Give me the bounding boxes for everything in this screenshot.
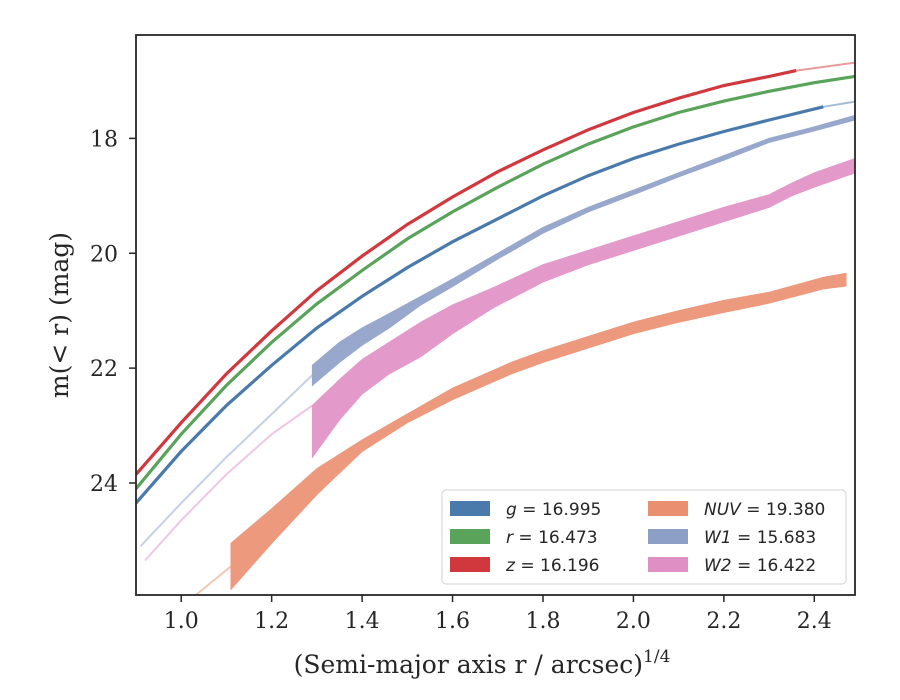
- legend-sep: =: [513, 528, 538, 548]
- legend-sep: =: [732, 528, 757, 548]
- series-w1-band: [311, 114, 855, 387]
- y-tick-label: 24: [90, 472, 118, 497]
- axes: 1.0 1.2 1.4 1.6 1.8 2.0 2.2 2.4 18 20 22 24: [90, 127, 832, 634]
- legend-var: W2: [704, 556, 732, 576]
- x-tick-label: 2.2: [706, 609, 741, 634]
- series-z-extrapolation: [796, 61, 855, 72]
- legend-var: g: [506, 500, 517, 520]
- series-nuv-extrapolation: [194, 565, 232, 595]
- x-tick-label: 1.6: [435, 609, 470, 634]
- x-tick-label: 2.0: [616, 609, 651, 634]
- legend-var: r: [506, 528, 514, 548]
- legend-var: z: [505, 556, 516, 576]
- series-nuv-band: [230, 272, 847, 591]
- series-w2-band: [311, 157, 855, 459]
- series-g-line: [136, 105, 824, 505]
- legend-val: 16.196: [540, 556, 599, 576]
- series-w2-extrapolation: [144, 404, 313, 562]
- x-axis-label: (Semi-major axis r / arcsec)1/4: [294, 647, 671, 679]
- x-tick-label: 1.2: [254, 609, 289, 634]
- plot-frame: [135, 34, 856, 596]
- legend-sep: =: [517, 500, 542, 520]
- x-tick-label: 1.8: [525, 609, 560, 634]
- series-w1-extrapolation: [139, 374, 314, 547]
- legend-val: 16.473: [538, 528, 597, 548]
- legend-var: NUV: [704, 500, 742, 520]
- y-tick-label: 22: [90, 357, 118, 382]
- x-tick-label: 2.4: [797, 609, 832, 634]
- y-tick-label: 20: [90, 242, 118, 267]
- legend-var: W1: [704, 528, 732, 548]
- legend-sep: =: [741, 500, 766, 520]
- legend-swatch-r: [450, 529, 490, 544]
- series-r-line: [136, 74, 855, 490]
- legend-swatch-g: [450, 501, 490, 516]
- legend: g = 16.995 NUV = 19.380 r = 16.473 W1 = 15.…: [441, 489, 847, 585]
- legend-swatch-w1: [648, 529, 688, 544]
- x-tick-label: 1.4: [345, 609, 380, 634]
- legend-swatch-z: [450, 557, 490, 572]
- legend-label-r: r = 16.473: [506, 528, 598, 548]
- series-g-extrapolation: [823, 100, 855, 108]
- legend-label-nuv: NUV = 19.380: [704, 500, 825, 520]
- x-axis-label-exponent: 1/4: [643, 647, 670, 667]
- y-tick-label: 18: [90, 127, 118, 152]
- legend-sep: =: [515, 556, 540, 576]
- legend-box: [441, 489, 847, 585]
- legend-val: 15.683: [757, 528, 816, 548]
- series-z-line: [136, 69, 797, 476]
- legend-label-g: g = 16.995: [506, 500, 601, 520]
- legend-val: 16.995: [542, 500, 601, 520]
- legend-label-z: z = 16.196: [505, 556, 599, 576]
- y-axis-label: m(< r) (mag): [45, 232, 74, 398]
- legend-label-w2: W2 = 16.422: [704, 556, 816, 576]
- legend-sep: =: [732, 556, 757, 576]
- legend-label-w1: W1 = 15.683: [704, 528, 816, 548]
- legend-swatch-nuv: [648, 501, 688, 516]
- legend-val: 19.380: [766, 500, 825, 520]
- x-tick-label: 1.0: [164, 609, 199, 634]
- legend-val: 16.422: [757, 556, 816, 576]
- legend-swatch-w2: [648, 557, 688, 572]
- plot-area: [136, 61, 855, 595]
